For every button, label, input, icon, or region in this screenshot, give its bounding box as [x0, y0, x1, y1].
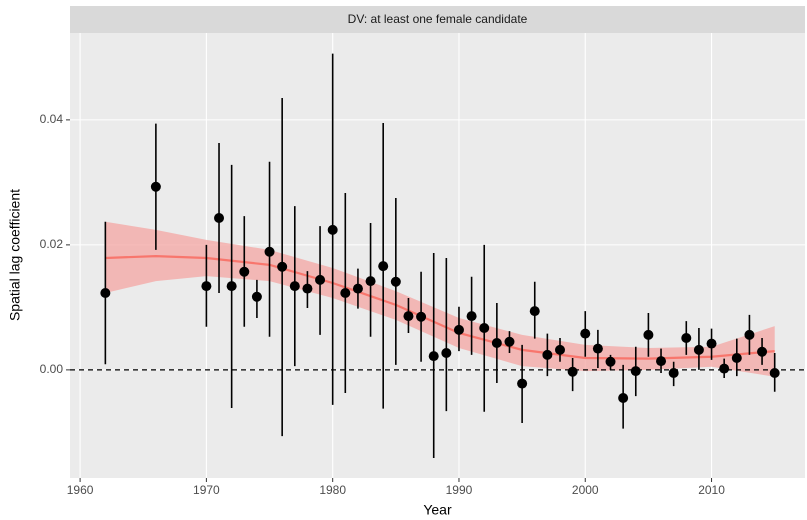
point	[567, 366, 578, 377]
point	[327, 224, 338, 235]
point	[757, 346, 768, 357]
point	[352, 283, 363, 294]
point	[592, 343, 603, 354]
point	[150, 181, 161, 192]
x-tick-label: 2000	[572, 483, 599, 497]
y-tick-label: 0.02	[40, 237, 64, 251]
point	[580, 328, 591, 339]
point	[517, 378, 528, 389]
x-axis-label: Year	[423, 502, 452, 518]
point	[643, 329, 654, 340]
point	[504, 336, 515, 347]
point	[251, 291, 262, 302]
point	[466, 311, 477, 322]
point	[668, 368, 679, 378]
point	[214, 213, 225, 223]
point	[100, 288, 111, 298]
point	[340, 288, 351, 298]
y-axis-label: Spatial lag coefficient	[7, 189, 23, 321]
point	[491, 338, 502, 348]
point	[529, 306, 540, 317]
point	[744, 329, 755, 340]
point	[302, 283, 313, 294]
point	[605, 356, 616, 367]
point	[693, 344, 704, 355]
point	[201, 281, 212, 292]
point	[416, 311, 427, 322]
point	[441, 348, 452, 358]
y-tick-label: 0.00	[40, 362, 64, 376]
x-tick-label: 1990	[446, 483, 473, 497]
point	[719, 363, 730, 374]
point	[378, 261, 389, 272]
point	[403, 311, 414, 322]
point	[542, 349, 553, 360]
y-tick-label: 0.04	[40, 112, 64, 126]
x-tick-label: 2010	[698, 483, 725, 497]
point	[656, 356, 667, 367]
point	[365, 276, 376, 287]
point	[630, 366, 641, 377]
point	[453, 324, 464, 335]
point	[428, 351, 439, 362]
point	[618, 393, 629, 403]
x-tick-label: 1980	[319, 483, 346, 497]
point	[390, 276, 401, 287]
x-tick-label: 1960	[67, 483, 94, 497]
point	[769, 368, 780, 378]
strip-bg	[70, 6, 805, 33]
point	[239, 266, 250, 277]
point	[706, 338, 717, 349]
confidence-band	[105, 221, 775, 377]
point	[264, 246, 275, 257]
point	[289, 281, 300, 292]
point	[277, 261, 288, 272]
point	[731, 353, 742, 363]
point	[555, 344, 565, 355]
point	[315, 274, 326, 285]
strip-label: DV: at least one female candidate	[348, 12, 528, 26]
point	[681, 333, 692, 343]
x-tick-label: 1970	[193, 483, 220, 497]
point	[479, 323, 490, 333]
point	[226, 281, 237, 292]
